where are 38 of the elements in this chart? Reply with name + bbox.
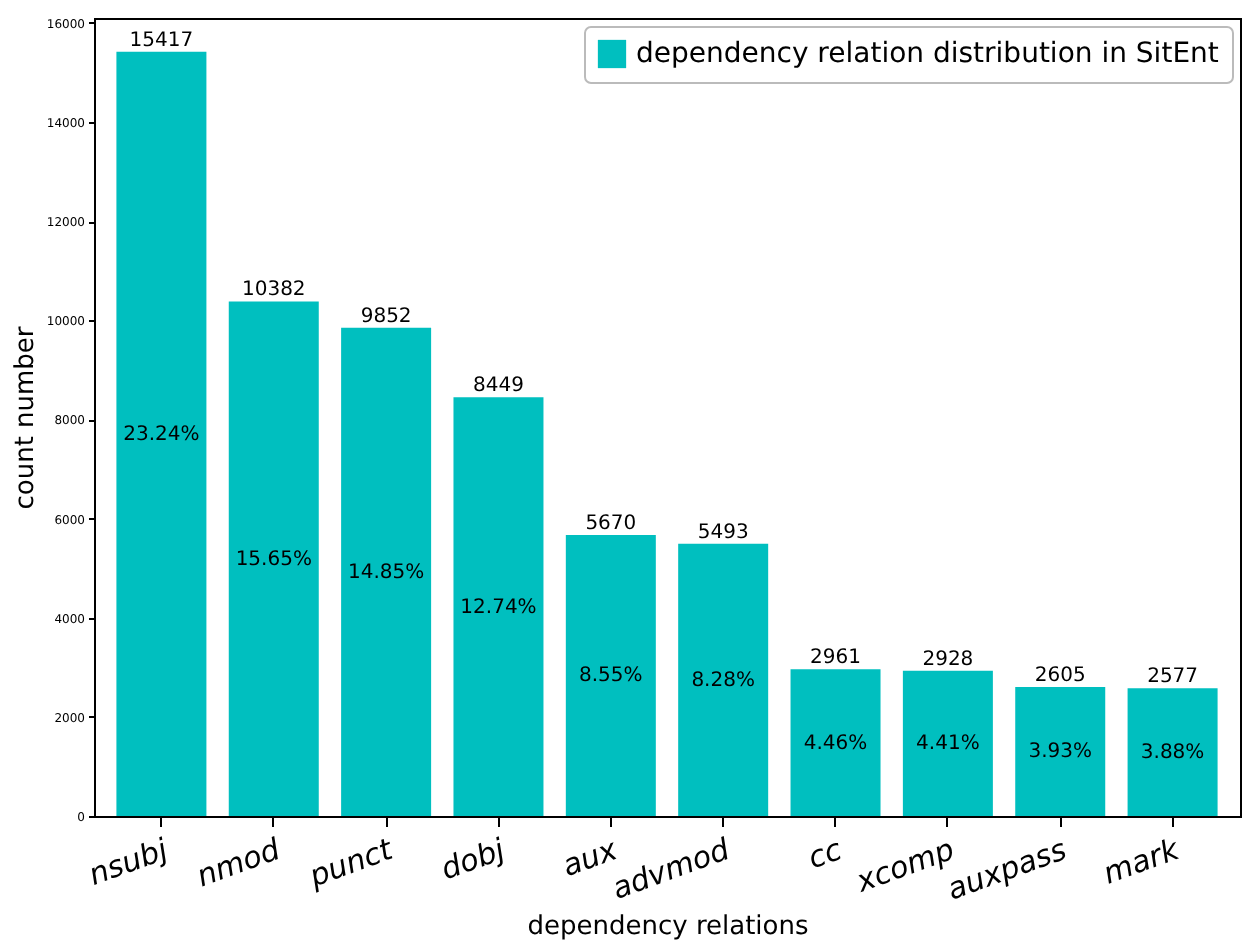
data-label: 2961 [810,647,861,670]
data-label: 9852 [360,305,412,328]
bar [790,669,881,816]
bar [678,543,769,816]
bar [228,301,319,816]
annotation: 4.41% [916,733,980,756]
bar [116,51,207,816]
annotation: 3.93% [1028,741,1093,764]
bar [565,534,656,816]
x-tick-label: cc [803,830,848,877]
legend-label: dependency relation distribution in SitEnt [636,38,1220,70]
data-label: 2605 [1034,664,1086,687]
x-tick-label: nsubj [83,830,174,893]
data-label: 2928 [922,648,974,671]
x-tick-label: nmod [191,830,286,895]
x-axis-title: dependency relations [527,911,809,942]
annotation: 15.65% [235,548,312,571]
bar [1127,688,1218,816]
data-label: 5493 [697,521,749,544]
x-tick-label: mark [1098,830,1186,892]
y-axis-title: count number [10,325,41,510]
bar [453,397,544,816]
bar [1015,686,1106,816]
annotation: 23.24% [123,423,200,446]
bar [902,670,993,816]
annotation: 8.28% [691,669,755,692]
data-label: 5670 [585,512,637,535]
data-label: 2577 [1147,666,1199,689]
annotation: 12.74% [460,596,537,619]
data-label: 15417 [129,29,194,52]
annotation: 14.85% [347,561,425,584]
annotation: 8.55% [579,665,643,688]
x-tick-label: dobj [436,830,511,888]
annotation: 3.88% [1140,742,1205,765]
data-label: 10382 [241,279,306,302]
data-label: 8449 [473,375,524,398]
bar [341,327,432,816]
annotation: 4.46% [803,732,868,755]
